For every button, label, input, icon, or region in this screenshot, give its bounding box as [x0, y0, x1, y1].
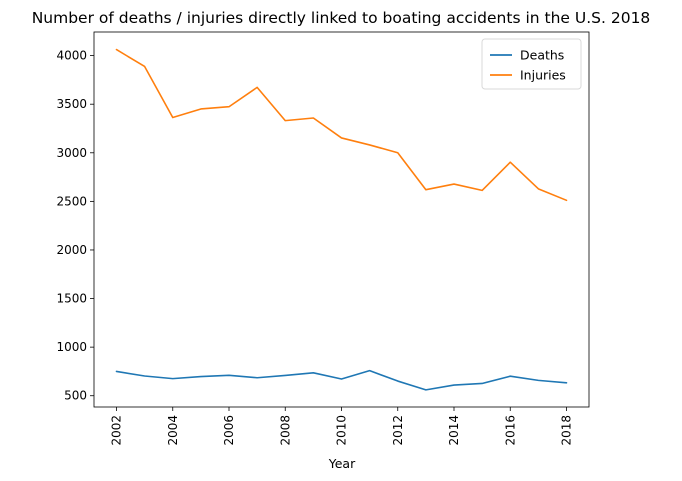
x-tick-label: 2004 — [166, 415, 180, 446]
legend-box — [481, 38, 582, 90]
legend-label-deaths: Deaths — [520, 48, 564, 63]
legend: Deaths Injuries — [481, 38, 582, 90]
x-tick-label: 2006 — [222, 415, 236, 446]
series-line-deaths — [115, 369, 568, 391]
x-tick-label: 2002 — [110, 415, 124, 446]
y-tick-label: 2500 — [56, 194, 87, 208]
y-tick-label: 4000 — [56, 49, 87, 63]
y-tick-label: 1500 — [56, 292, 87, 306]
x-tick-label: 2010 — [335, 415, 349, 446]
x-axis: 2002 2004 2006 2008 2010 2012 2014 2016 2018 — [110, 407, 574, 446]
x-tick-label: 2018 — [560, 415, 574, 446]
x-axis-label: Year — [328, 456, 356, 471]
x-tick-label: 2014 — [447, 415, 461, 446]
x-tick-label: 2008 — [278, 415, 292, 446]
x-tick-label: 2012 — [391, 415, 405, 446]
series-lines — [115, 48, 568, 391]
y-tick-label: 3500 — [56, 97, 87, 111]
x-tick-label: 2016 — [503, 415, 517, 446]
chart-title: Number of deaths / injuries directly lin… — [32, 9, 651, 27]
y-tick-label: 3000 — [56, 146, 87, 160]
y-tick-label: 2000 — [56, 243, 87, 257]
y-axis: 500 1000 1500 2000 2500 3000 3500 4000 — [56, 49, 94, 403]
y-tick-label: 1000 — [56, 340, 87, 354]
legend-label-injuries: Injuries — [520, 68, 566, 83]
series-line-injuries — [115, 48, 568, 202]
y-tick-label: 500 — [64, 389, 87, 403]
